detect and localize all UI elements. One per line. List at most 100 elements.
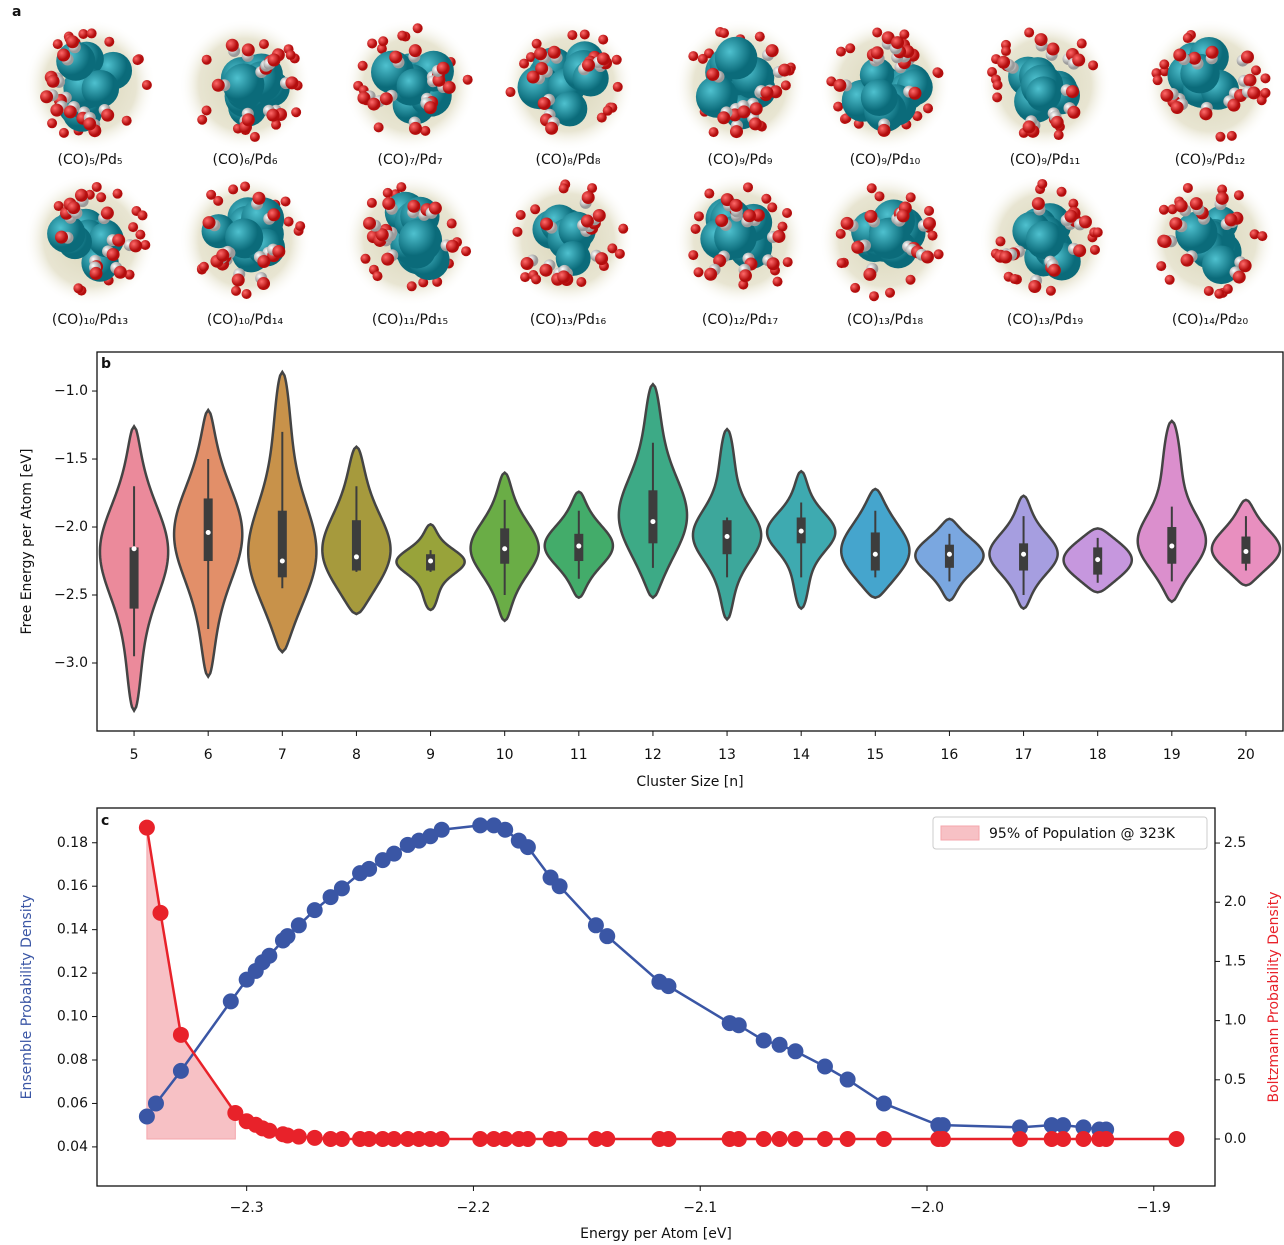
median: [428, 559, 433, 564]
cluster: [979, 174, 1111, 306]
x-tick-label: −2.2: [456, 1200, 490, 1216]
atom: [1241, 50, 1254, 63]
atom: [47, 118, 57, 128]
data-point: [840, 1131, 856, 1147]
atom: [374, 122, 384, 132]
box: [352, 520, 361, 570]
data-point: [472, 817, 488, 833]
atom: [122, 116, 132, 126]
atom: [1159, 235, 1172, 248]
atom: [767, 257, 780, 270]
atom: [1001, 46, 1011, 56]
atom: [934, 249, 944, 259]
data-point: [787, 1131, 803, 1147]
atom: [618, 224, 628, 234]
atom: [833, 102, 843, 112]
atom: [413, 23, 423, 33]
legend-label: 95% of Population @ 323K: [989, 826, 1176, 842]
atom: [128, 222, 138, 232]
atom: [133, 55, 143, 65]
atom: [715, 214, 728, 227]
atom: [691, 224, 701, 234]
data-point: [756, 1032, 772, 1048]
atom: [1206, 46, 1219, 59]
atom: [698, 54, 708, 64]
atom: [521, 257, 534, 270]
atom: [1026, 221, 1064, 259]
cluster: [1144, 19, 1276, 151]
box: [648, 490, 657, 543]
atom: [1077, 39, 1087, 49]
panel-label: c: [101, 813, 109, 829]
atom: [921, 251, 934, 264]
cluster: [344, 174, 476, 306]
atom: [231, 286, 241, 296]
atom: [694, 267, 704, 277]
atom: [869, 291, 879, 301]
atom: [87, 28, 97, 38]
legend-swatch: [941, 826, 979, 840]
atom: [737, 105, 750, 118]
x-axis-title: Energy per Atom [eV]: [580, 1226, 732, 1242]
atom: [1243, 74, 1256, 87]
structure-label: (CO)₉/Pd₁₀: [850, 152, 921, 168]
atom: [1165, 275, 1175, 285]
atom: [1088, 60, 1098, 70]
atom: [407, 200, 420, 213]
atom: [463, 75, 473, 85]
data-point: [334, 1131, 350, 1147]
median: [725, 534, 730, 539]
y2-tick-label: 2.0: [1224, 894, 1246, 910]
atom: [864, 210, 877, 223]
atom: [871, 46, 884, 59]
data-point: [361, 1131, 377, 1147]
y-tick-label: −1.5: [54, 451, 88, 467]
atom: [1260, 73, 1270, 83]
cluster: [819, 174, 951, 306]
x-tick-label: 18: [1089, 747, 1107, 763]
x-tick-label: 19: [1163, 747, 1181, 763]
y-tick-label: −3.0: [54, 655, 88, 671]
data-point: [1055, 1131, 1071, 1147]
atom: [1057, 187, 1067, 197]
median: [280, 559, 285, 564]
data-point: [817, 1059, 833, 1075]
atom: [55, 231, 68, 244]
structure-label: (CO)₁₀/Pd₁₄: [207, 312, 284, 328]
atom: [380, 92, 393, 105]
atom: [1204, 286, 1214, 296]
atom: [284, 217, 294, 227]
atom: [107, 248, 120, 261]
atom: [240, 181, 250, 191]
data-point: [552, 1131, 568, 1147]
atom: [932, 67, 942, 77]
cluster: [979, 19, 1111, 151]
atom: [92, 182, 102, 192]
atom: [688, 250, 698, 260]
data-point: [361, 861, 377, 877]
atom: [73, 283, 83, 293]
atom: [360, 254, 370, 264]
atom: [992, 92, 1002, 102]
atom: [437, 62, 450, 75]
atom: [382, 197, 395, 210]
atom: [50, 104, 63, 117]
atom: [397, 31, 407, 41]
atom: [997, 56, 1010, 69]
atom: [861, 79, 898, 116]
atom: [1227, 131, 1237, 141]
atom: [1171, 101, 1184, 114]
atom: [540, 217, 553, 230]
data-point: [876, 1131, 892, 1147]
data-point: [334, 880, 350, 896]
atom: [534, 47, 547, 60]
data-point: [520, 1131, 536, 1147]
y-tick-label: 0.10: [57, 1009, 88, 1025]
atom: [782, 208, 792, 218]
atom: [863, 268, 876, 281]
structure-label: (CO)₅/Pd₅: [58, 152, 123, 168]
atom: [424, 101, 437, 114]
atom: [749, 117, 762, 130]
x-tick-label: 7: [278, 747, 287, 763]
atom: [199, 262, 209, 272]
